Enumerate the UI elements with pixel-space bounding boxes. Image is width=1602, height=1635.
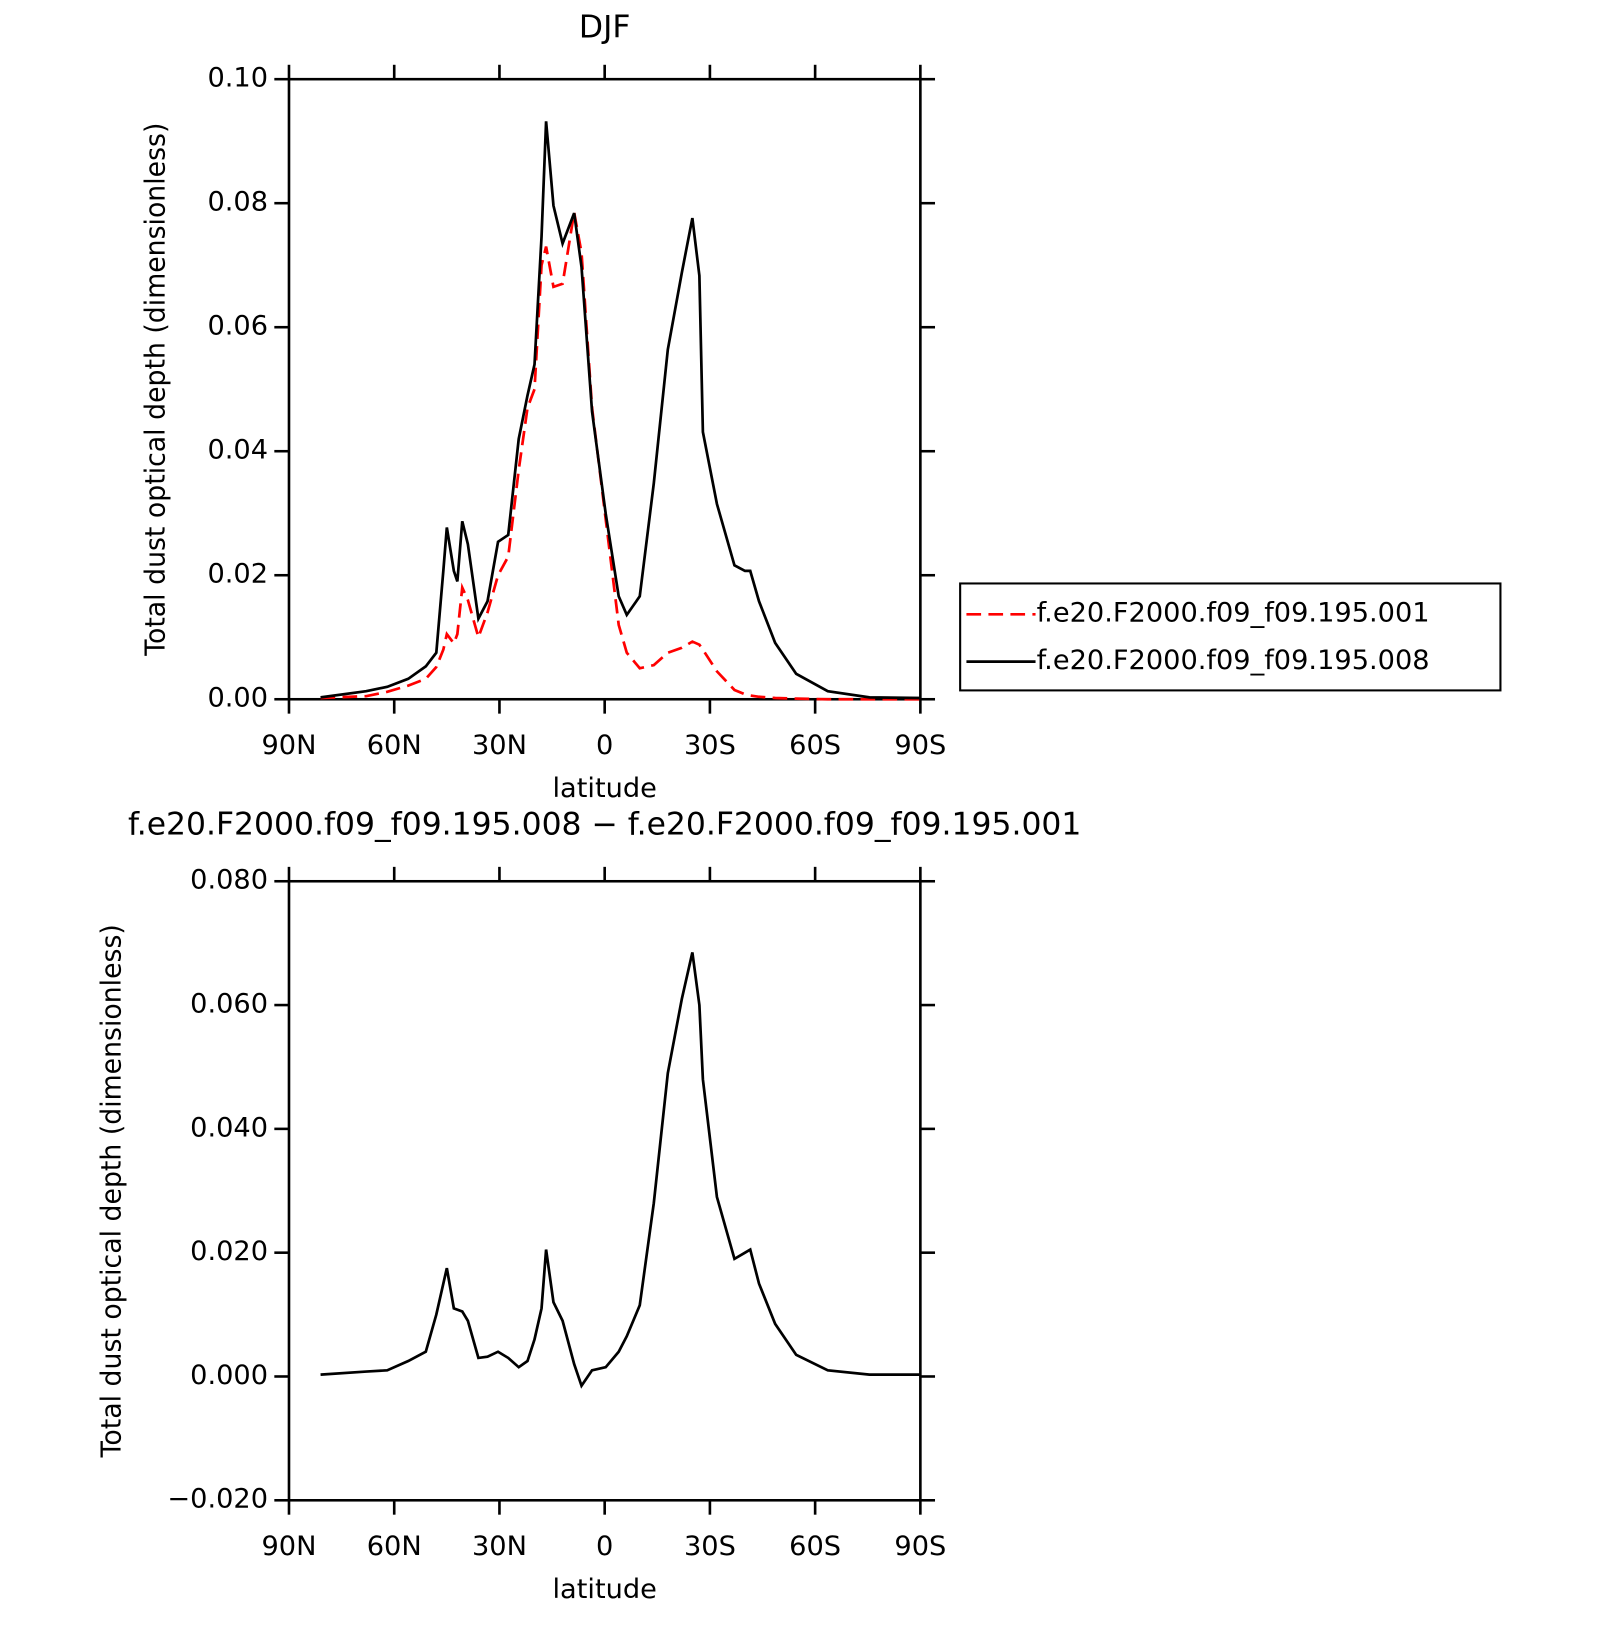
series-line bbox=[320, 212, 921, 701]
x-axis-label: latitude bbox=[552, 773, 656, 804]
y-tick-label: 0.020 bbox=[190, 1236, 268, 1267]
x-tick-label: 30S bbox=[684, 1531, 736, 1562]
series-line bbox=[320, 121, 921, 700]
y-tick-label: 0.040 bbox=[190, 1113, 268, 1144]
y-tick-label: −0.020 bbox=[167, 1484, 268, 1515]
x-tick-label: 0 bbox=[596, 730, 613, 761]
x-tick-label: 60N bbox=[367, 1531, 422, 1562]
y-tick-label: 0.060 bbox=[190, 989, 268, 1020]
legend-box bbox=[959, 582, 1502, 692]
y-tick-label: 0.02 bbox=[207, 559, 268, 590]
y-tick-label: 0.10 bbox=[207, 63, 268, 94]
x-tick-label: 0 bbox=[596, 1531, 613, 1562]
x-tick-label: 30N bbox=[472, 1531, 527, 1562]
legend-label: f.e20.F2000.f09_f09.195.008 bbox=[1037, 645, 1430, 676]
y-tick-label: 0.000 bbox=[190, 1360, 268, 1391]
x-tick-label: 60S bbox=[789, 1531, 841, 1562]
x-tick-label: 30S bbox=[684, 730, 736, 761]
series-line bbox=[320, 952, 921, 1389]
y-axis-label: Total dust optical depth (dimensionless) bbox=[140, 123, 171, 657]
y-tick-label: 0.08 bbox=[207, 187, 268, 218]
x-tick-label: 90S bbox=[894, 1531, 946, 1562]
x-tick-label: 90N bbox=[261, 1531, 316, 1562]
x-axis-label: latitude bbox=[552, 1574, 656, 1605]
x-tick-label: 30N bbox=[472, 730, 527, 761]
y-tick-label: 0.04 bbox=[207, 435, 268, 466]
y-tick-label: 0.080 bbox=[190, 865, 268, 896]
chart-title: f.e20.F2000.f09_f09.195.008 − f.e20.F200… bbox=[128, 807, 1081, 843]
plot-frame bbox=[287, 77, 922, 701]
y-tick-label: 0.06 bbox=[207, 311, 268, 342]
y-axis-label: Total dust optical depth (dimensionless) bbox=[96, 924, 127, 1458]
x-tick-label: 60S bbox=[789, 730, 841, 761]
x-tick-label: 90N bbox=[261, 730, 316, 761]
chart-title: DJF bbox=[579, 10, 631, 46]
x-tick-label: 90S bbox=[894, 730, 946, 761]
x-tick-label: 60N bbox=[367, 730, 422, 761]
plot-frame bbox=[287, 879, 922, 1502]
legend-label: f.e20.F2000.f09_f09.195.001 bbox=[1037, 598, 1430, 629]
y-tick-label: 0.00 bbox=[207, 683, 268, 714]
